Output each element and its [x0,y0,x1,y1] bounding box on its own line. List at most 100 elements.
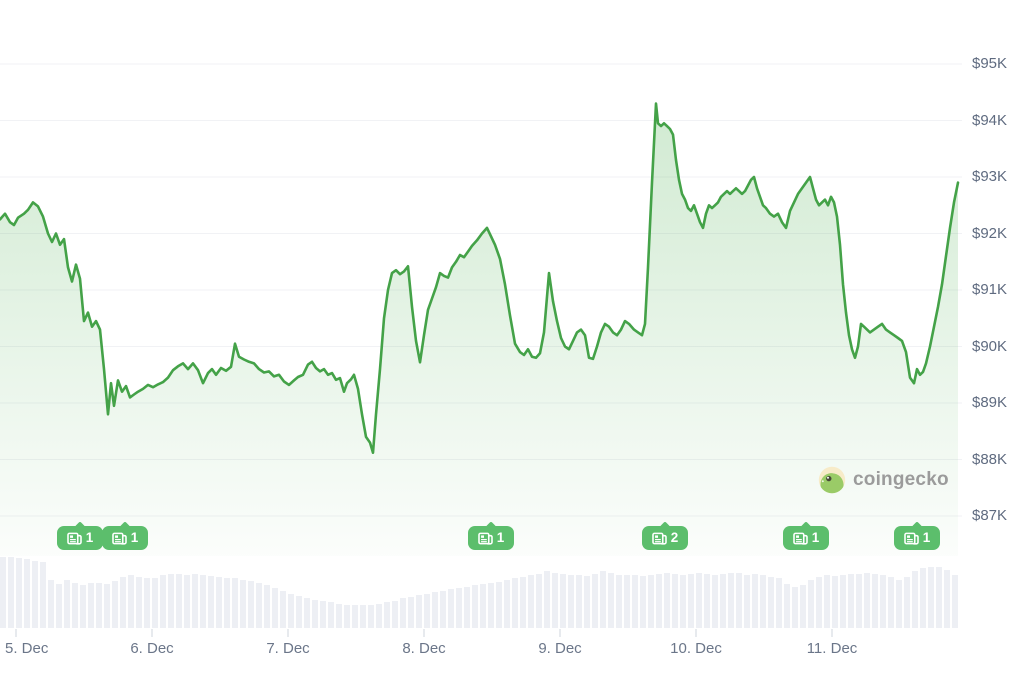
volume-bar [104,584,110,628]
news-badge[interactable]: 1 [468,521,514,550]
volume-bar [256,583,262,628]
volume-bar [520,577,526,628]
volume-bar [424,594,430,628]
volume-bar [760,575,766,628]
volume-bar [640,576,646,628]
volume-bar [16,558,22,628]
volume-bar [72,583,78,628]
volume-bar [240,580,246,628]
volume-bar [128,575,134,628]
volume-bar [816,577,822,628]
volume-bar [360,605,366,628]
volume-bar [144,578,150,628]
volume-bar [192,574,198,628]
volume-bar [528,575,534,628]
volume-bar [176,574,182,628]
volume-bar [800,585,806,628]
volume-bar [456,588,462,628]
x-axis-label: 8. Dec [402,640,446,657]
x-axis-ticks [15,629,833,637]
volume-bar [512,578,518,628]
volume-bar [536,574,542,628]
volume-bar [664,573,670,628]
volume-bar [64,580,70,628]
volume-bar [608,573,614,628]
volume-bar [136,577,142,628]
y-axis-label: $88K [972,450,1008,468]
volume-bar [248,581,254,628]
volume-bar [944,570,950,628]
newspaper-icon [903,532,919,545]
newspaper-icon [111,532,127,545]
volume-bar [280,591,286,628]
volume-bar [616,575,622,628]
volume-bar [48,580,54,628]
news-count: 1 [496,530,505,546]
volume-bar [208,576,214,628]
volume-bar [440,591,446,628]
volume-bar [32,561,38,628]
volume-bar [672,574,678,628]
volume-bar [624,575,630,628]
volume-bar [552,573,558,628]
y-axis-label: $89K [972,394,1008,411]
volume-bar [712,575,718,628]
news-badge[interactable]: 2 [642,521,688,550]
volume-bar [368,605,374,628]
volume-bar [544,571,550,628]
volume-bar [824,575,830,628]
volume-bar [592,574,598,628]
volume-bar [848,574,854,628]
volume-bar [920,568,926,628]
volume-bar [488,583,494,628]
y-axis-label: $95K [972,55,1008,72]
news-count: 1 [85,530,94,546]
volume-bar [704,574,710,628]
news-count: 1 [811,530,820,546]
volume-bar [904,577,910,628]
news-badge[interactable]: 1 [783,521,829,550]
volume-bar [928,567,934,628]
x-axis-label: 6. Dec [130,640,174,657]
y-axis-label: $94K [972,111,1008,129]
news-badge[interactable]: 1 [102,521,148,550]
coingecko-watermark: coingecko [818,466,949,494]
y-axis-label: $93K [972,168,1008,185]
volume-bar [8,557,14,628]
volume-bar [560,574,566,628]
volume-bar [856,574,862,628]
y-axis-label: $92K [972,224,1008,242]
coingecko-logo-icon [818,466,846,494]
volume-bar [120,577,126,628]
volume-bar [80,585,86,628]
news-badge[interactable]: 1 [894,521,940,550]
volume-bar [776,578,782,628]
volume-bar [320,601,326,628]
news-count: 2 [670,530,679,546]
newspaper-icon [651,532,667,545]
volume-bar [160,575,166,628]
volume-bar [304,598,310,628]
volume-bar [392,601,398,628]
volume-bar [728,573,734,628]
volume-bar [808,580,814,628]
volume-bar [376,604,382,628]
volume-bars [0,557,958,628]
volume-bar [784,584,790,628]
news-badge[interactable]: 1 [57,521,103,550]
y-axis-label: $91K [972,281,1008,298]
volume-bar [912,571,918,628]
volume-bar [840,575,846,628]
volume-bar [432,592,438,628]
volume-bar [688,574,694,628]
volume-bar [344,605,350,628]
volume-bar [480,584,486,628]
volume-bar [568,575,574,628]
volume-bar [384,602,390,628]
volume-bar [448,589,454,628]
volume-bar [896,580,902,628]
volume-bar [312,600,318,628]
volume-bar [936,567,942,628]
